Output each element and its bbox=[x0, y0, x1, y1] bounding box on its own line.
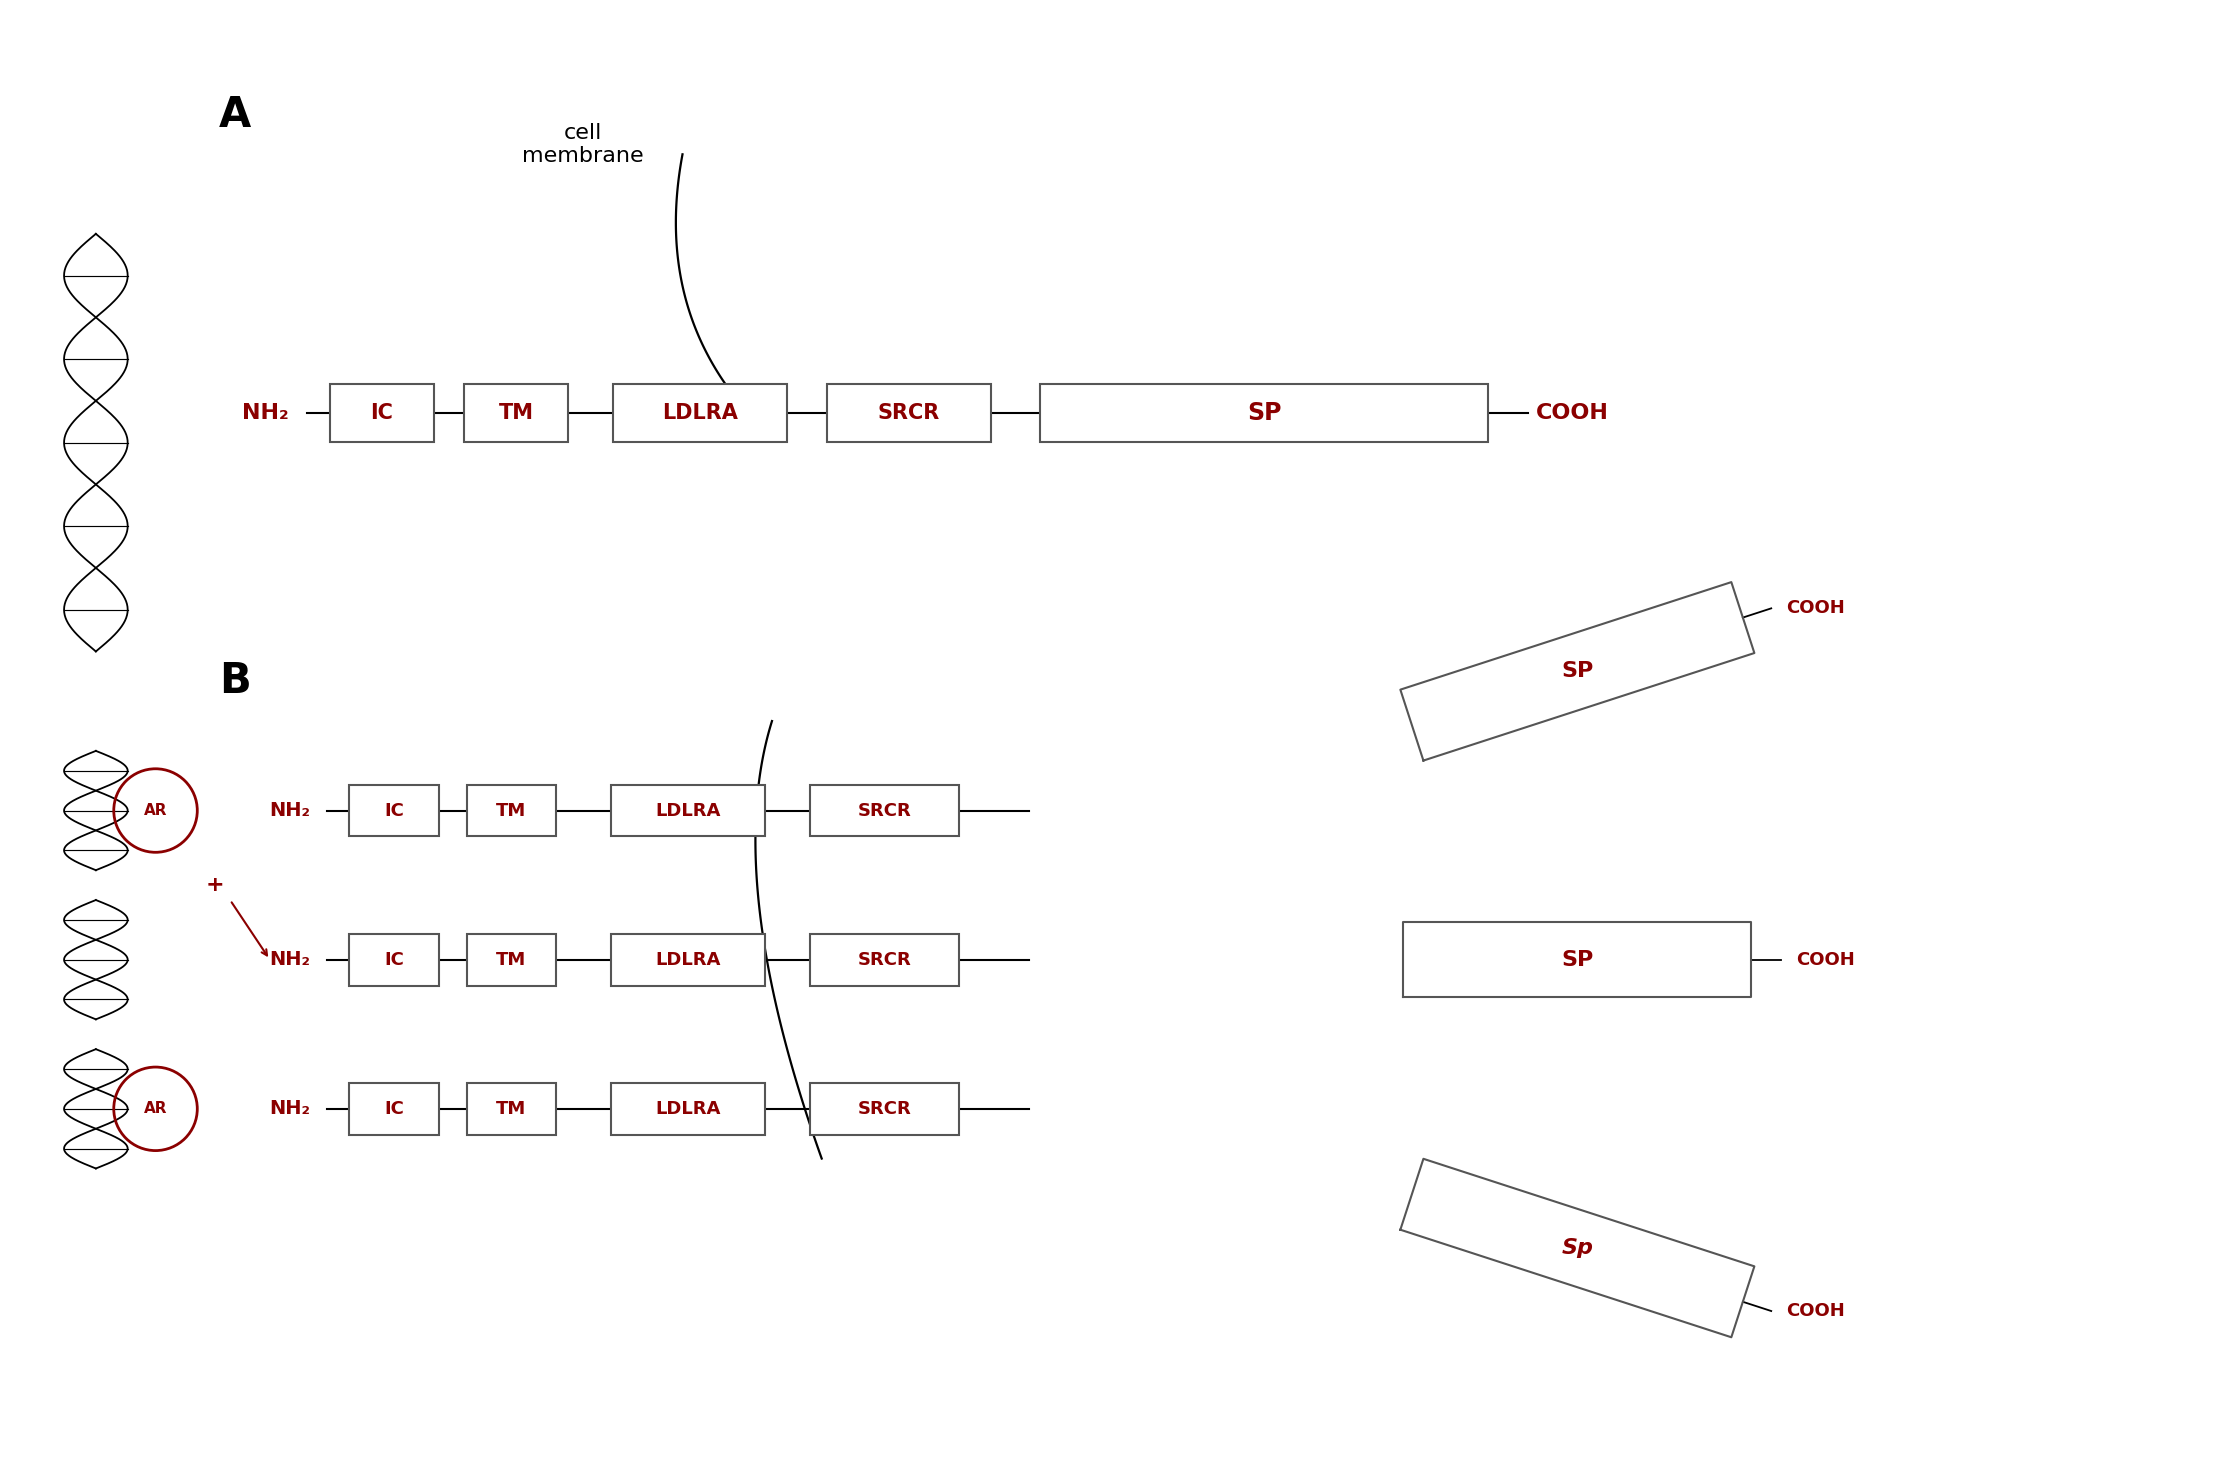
Polygon shape bbox=[1400, 581, 1754, 761]
Text: TM: TM bbox=[497, 951, 526, 969]
Text: IC: IC bbox=[371, 403, 394, 422]
FancyBboxPatch shape bbox=[810, 1083, 960, 1135]
FancyBboxPatch shape bbox=[613, 384, 787, 441]
FancyBboxPatch shape bbox=[349, 785, 438, 836]
FancyBboxPatch shape bbox=[329, 384, 434, 441]
Text: IC: IC bbox=[385, 1100, 405, 1118]
FancyBboxPatch shape bbox=[468, 785, 557, 836]
Text: SRCR: SRCR bbox=[857, 951, 910, 969]
Text: A: A bbox=[219, 94, 251, 136]
FancyBboxPatch shape bbox=[349, 1083, 438, 1135]
FancyBboxPatch shape bbox=[463, 384, 568, 441]
FancyBboxPatch shape bbox=[828, 384, 991, 441]
Text: SRCR: SRCR bbox=[857, 802, 910, 820]
Text: TM: TM bbox=[499, 403, 532, 422]
Text: SRCR: SRCR bbox=[877, 403, 940, 422]
Text: LDLRA: LDLRA bbox=[655, 1100, 720, 1118]
Text: NH₂: NH₂ bbox=[268, 1099, 311, 1118]
Text: +: + bbox=[206, 875, 224, 896]
Text: TM: TM bbox=[497, 802, 526, 820]
Text: B: B bbox=[219, 660, 251, 703]
Polygon shape bbox=[1400, 1159, 1754, 1337]
Text: COOH: COOH bbox=[1796, 951, 1854, 969]
Text: Sp: Sp bbox=[1561, 1237, 1593, 1258]
Text: NH₂: NH₂ bbox=[242, 403, 289, 422]
Text: LDLRA: LDLRA bbox=[655, 802, 720, 820]
Text: IC: IC bbox=[385, 951, 405, 969]
FancyBboxPatch shape bbox=[468, 1083, 557, 1135]
FancyBboxPatch shape bbox=[810, 785, 960, 836]
Text: COOH: COOH bbox=[1537, 403, 1608, 422]
Text: TM: TM bbox=[497, 1100, 526, 1118]
FancyBboxPatch shape bbox=[468, 934, 557, 986]
Text: COOH: COOH bbox=[1787, 599, 1846, 618]
Text: SP: SP bbox=[1561, 950, 1593, 970]
Text: IC: IC bbox=[385, 802, 405, 820]
Text: NH₂: NH₂ bbox=[268, 801, 311, 820]
Text: SRCR: SRCR bbox=[857, 1100, 910, 1118]
FancyBboxPatch shape bbox=[611, 934, 765, 986]
FancyBboxPatch shape bbox=[611, 1083, 765, 1135]
Text: AR: AR bbox=[143, 1102, 168, 1116]
FancyBboxPatch shape bbox=[1040, 384, 1488, 441]
Text: SP: SP bbox=[1246, 400, 1282, 425]
Text: LDLRA: LDLRA bbox=[662, 403, 738, 422]
Text: NH₂: NH₂ bbox=[268, 950, 311, 969]
FancyBboxPatch shape bbox=[611, 785, 765, 836]
Polygon shape bbox=[1403, 922, 1752, 996]
Text: LDLRA: LDLRA bbox=[655, 951, 720, 969]
Text: COOH: COOH bbox=[1787, 1302, 1846, 1321]
FancyBboxPatch shape bbox=[810, 934, 960, 986]
Text: SP: SP bbox=[1561, 662, 1593, 681]
Text: AR: AR bbox=[143, 804, 168, 818]
Text: cell
membrane: cell membrane bbox=[521, 123, 644, 167]
FancyBboxPatch shape bbox=[349, 934, 438, 986]
